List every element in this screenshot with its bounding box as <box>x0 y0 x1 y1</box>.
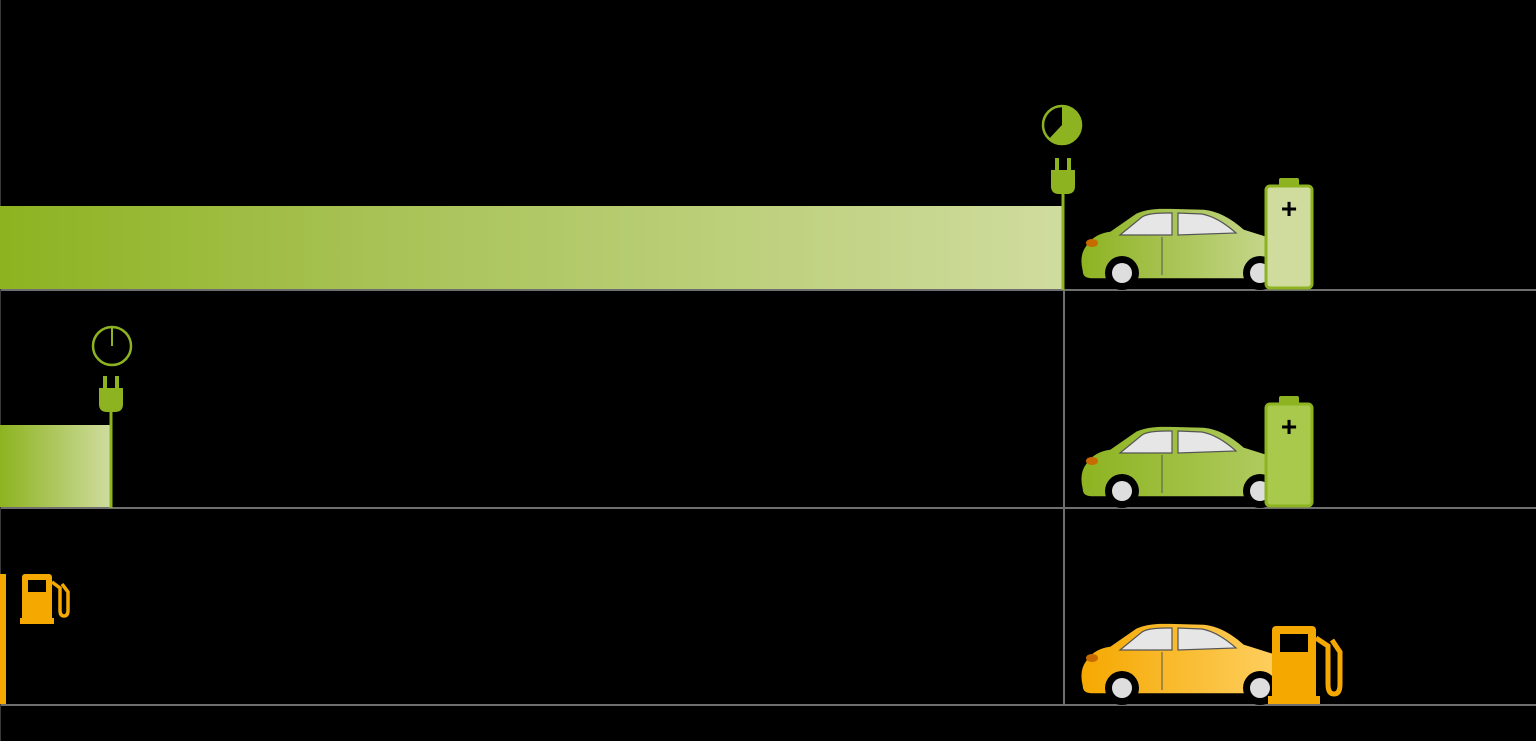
pie-clock-icon <box>90 324 134 368</box>
row-divider-1 <box>0 289 1536 291</box>
plug-icon <box>1047 158 1079 290</box>
car-wheel-hub <box>1250 678 1270 698</box>
svg-text:+: + <box>1281 411 1297 442</box>
fast-charge-duration-bar <box>0 425 111 507</box>
battery-icon: + <box>1264 178 1314 290</box>
fuel-pump-icon <box>20 572 70 624</box>
car-window <box>1177 212 1238 236</box>
headlight <box>1086 457 1098 465</box>
headlight <box>1086 654 1098 662</box>
car-window <box>1118 430 1173 454</box>
left-axis <box>0 0 1 741</box>
slow-charge-duration-bar <box>0 206 1063 289</box>
car-wheel-hub <box>1112 481 1132 501</box>
car-window <box>1177 627 1238 651</box>
car-wheel-hub <box>1112 678 1132 698</box>
battery-icon: + <box>1264 396 1314 508</box>
clock-fill <box>111 325 115 346</box>
car-wheel-hub <box>1112 263 1132 283</box>
pie-clock-icon <box>1040 103 1084 147</box>
clock-fill <box>1048 106 1081 144</box>
svg-text:+: + <box>1281 193 1297 224</box>
car-window <box>1118 627 1173 651</box>
fuel-pump-icon <box>1268 624 1344 706</box>
plug-icon <box>95 376 127 508</box>
row-divider-2 <box>0 507 1536 509</box>
headlight <box>1086 239 1098 247</box>
car-window <box>1177 430 1238 454</box>
refuel-duration-bar <box>0 574 6 704</box>
car-window <box>1118 212 1173 236</box>
baseline-vertical <box>1063 289 1065 706</box>
row-divider-3 <box>0 704 1536 706</box>
